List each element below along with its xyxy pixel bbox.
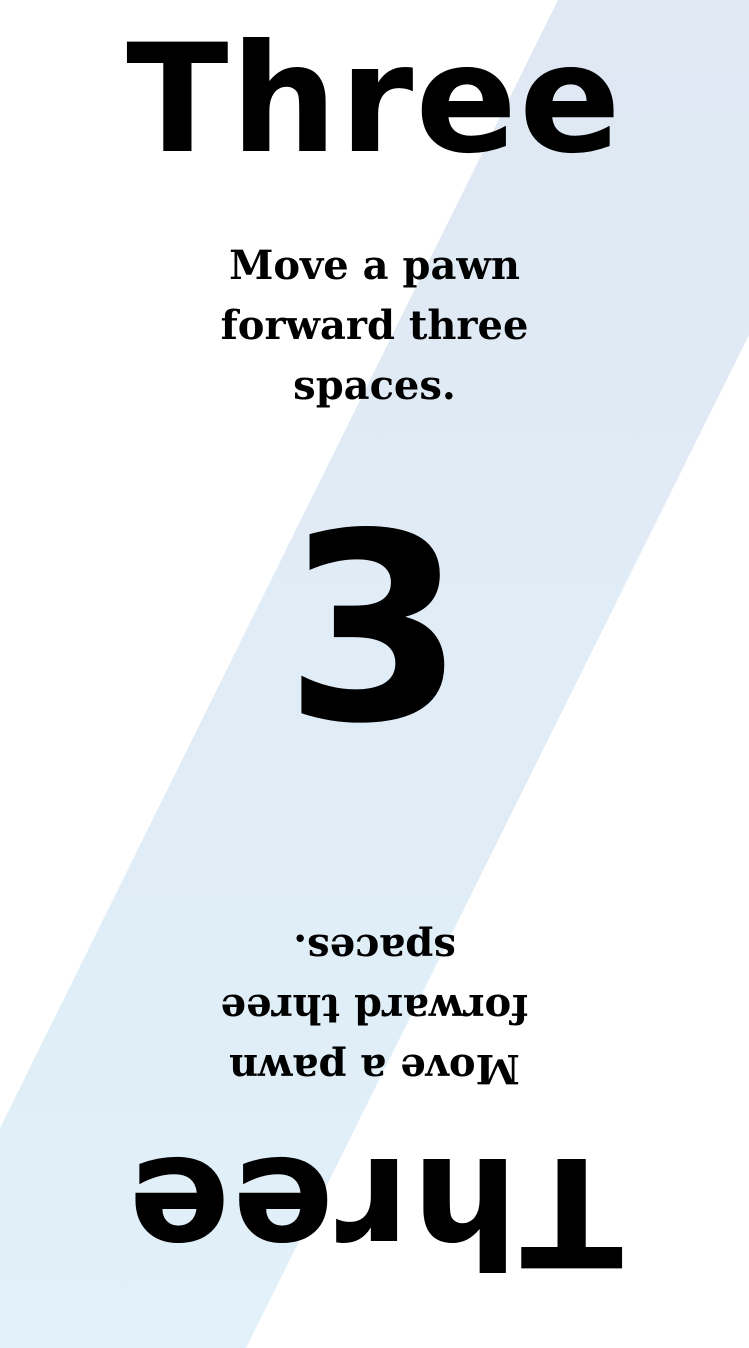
card-instruction-top: Move a pawn forward three spaces. xyxy=(220,242,529,409)
card-title-top: Three xyxy=(126,13,623,187)
card-title-bottom-inverted: Three xyxy=(126,1123,623,1297)
card-instruction-bottom-inverted: Move a pawn forward three spaces. xyxy=(220,925,529,1092)
card-number: 3 xyxy=(284,479,465,781)
